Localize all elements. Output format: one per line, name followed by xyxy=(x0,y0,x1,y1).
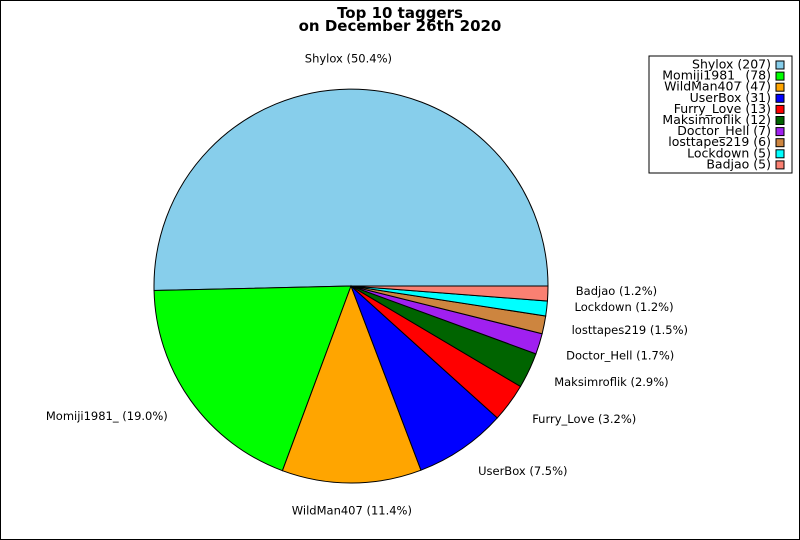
pie-slice-wildman407 xyxy=(281,284,422,484)
pie-slice-badjao xyxy=(350,285,549,302)
slice-label-shylox: Shylox (50.4%) xyxy=(305,52,392,66)
legend-swatch-maksimroflik xyxy=(775,116,785,125)
legend-swatch-shylox xyxy=(775,60,785,70)
legend-entry-badjao: Badjao (5) xyxy=(706,156,771,171)
slice-label-maksimroflik: Maksimroflik (2.9%) xyxy=(554,375,668,389)
pie-slices xyxy=(153,88,549,484)
legend-entry-userbox: UserBox (31) xyxy=(690,90,771,105)
legend-swatch-momiji1981- xyxy=(775,71,785,81)
legend-entry-losttapes219: losttapes219 (6) xyxy=(668,134,771,149)
slice-label-momiji1981-: Momiji1981_ (19.0%) xyxy=(46,409,168,423)
legend-swatch-furry-love xyxy=(775,104,785,114)
legend-entry-shylox: Shylox (207) xyxy=(692,57,771,72)
chart-title-line-2: on December 26th 2020 xyxy=(299,17,502,35)
legend-box xyxy=(648,55,793,174)
slice-labels: Shylox (50.4%) Momiji1981_ (19.0%) WildMan… xyxy=(46,52,688,518)
legend-entry-lockdown: Lockdown (5) xyxy=(687,145,771,160)
chart-title: Top 10 taggers on December 26th 2020 xyxy=(299,4,502,35)
legend-entry-wildman407: WildMan407 (47) xyxy=(664,79,771,94)
slice-label-lockdown: Lockdown (1.2%) xyxy=(575,300,674,314)
slice-label-furry-love: Furry_Love (3.2%) xyxy=(532,412,636,426)
legend-swatch-userbox xyxy=(775,93,785,103)
slice-label-wildman407: WildMan407 (11.4%) xyxy=(292,504,412,518)
legend-swatch-wildman407 xyxy=(775,82,785,92)
pie-slice-shylox xyxy=(153,88,549,292)
slice-label-doctor-hell: Doctor_Hell (1.7%) xyxy=(566,349,674,363)
legend-swatch-losttapes219 xyxy=(775,138,785,148)
slice-label-badjao: Badjao (1.2%) xyxy=(576,284,657,298)
legend-swatch-badjao xyxy=(775,160,785,170)
pie-slice-momiji1981- xyxy=(153,285,352,472)
legend-swatch-doctor-hell xyxy=(775,127,785,137)
slice-label-losttapes219: losttapes219 (1.5%) xyxy=(572,323,688,337)
legend-entry-momiji1981-: Momiji1981_ (78) xyxy=(662,68,771,83)
legend-entry-furry-love: Furry_Love (13) xyxy=(674,101,771,116)
slice-label-userbox: UserBox (7.5%) xyxy=(478,464,567,478)
chart-title-line-1: Top 10 taggers xyxy=(337,4,463,22)
legend-swatch-lockdown xyxy=(775,149,785,159)
legend-entry-maksimroflik: Maksimroflik (12) xyxy=(662,112,771,127)
legend-entry-doctor-hell: Doctor_Hell (7) xyxy=(677,123,771,138)
legend: Shylox (207)Momiji1981_ (78)WildMan407 (… xyxy=(648,55,793,174)
